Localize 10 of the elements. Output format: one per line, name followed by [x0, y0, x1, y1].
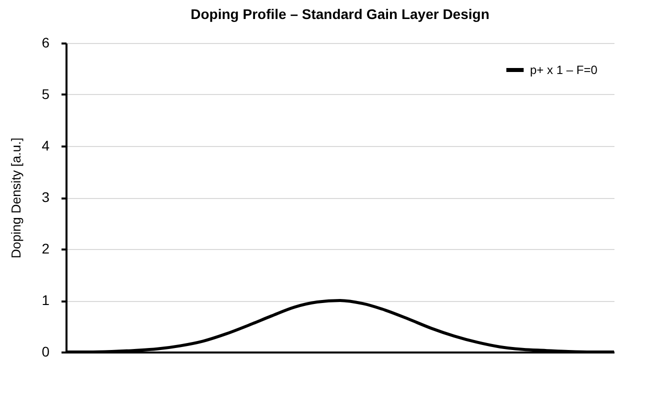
legend-label: p+ x 1 – F=0: [530, 63, 598, 77]
chart-title: Doping Profile – Standard Gain Layer Design: [190, 6, 490, 22]
y-tick-label: 4: [42, 138, 50, 154]
y-tick-label: 3: [42, 189, 50, 205]
y-tick-label: 1: [42, 292, 50, 308]
y-tick-label: 0: [42, 344, 50, 360]
y-tick-label: 5: [42, 86, 50, 102]
y-axis-title: Doping Density [a.u.]: [8, 138, 24, 258]
y-tick-label: 2: [42, 240, 50, 256]
y-tick-label: 6: [42, 34, 50, 50]
